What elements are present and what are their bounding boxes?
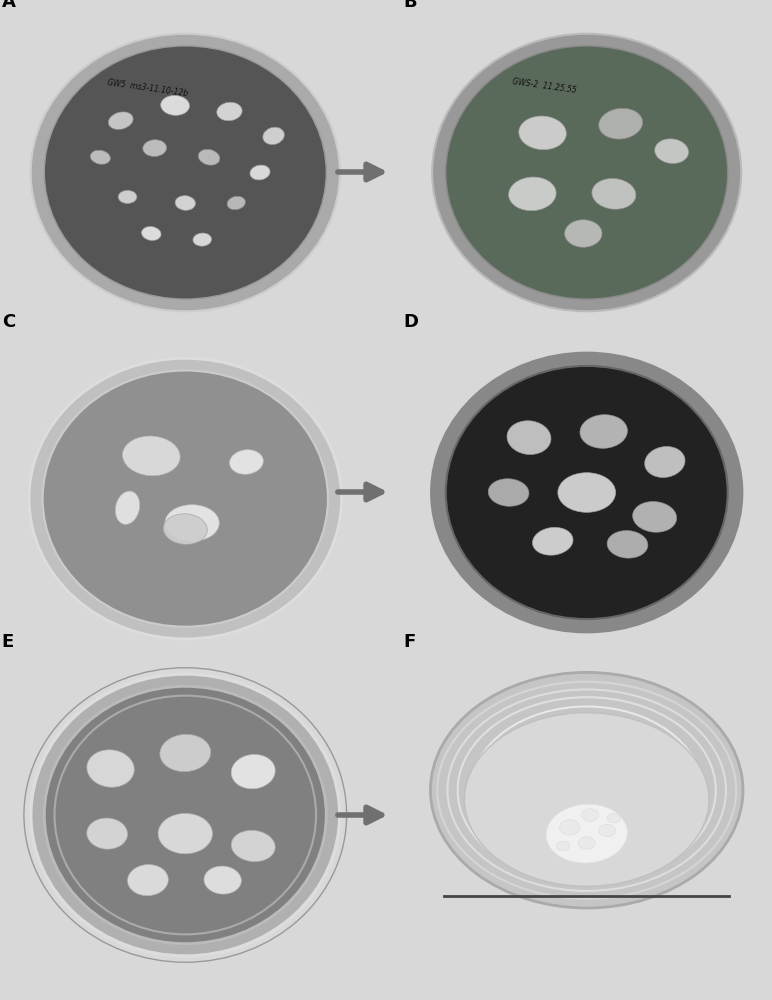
Ellipse shape [607, 531, 648, 558]
Circle shape [44, 686, 327, 944]
Text: F: F [403, 633, 415, 651]
Ellipse shape [115, 491, 140, 524]
Circle shape [29, 358, 341, 639]
Ellipse shape [250, 165, 270, 180]
Text: GW5  ms3-11.10-12b: GW5 ms3-11.10-12b [107, 78, 189, 98]
Ellipse shape [578, 837, 595, 849]
Text: GWS-2  11.25.55: GWS-2 11.25.55 [512, 77, 577, 95]
Circle shape [445, 46, 728, 299]
Ellipse shape [86, 818, 127, 849]
Ellipse shape [217, 102, 242, 121]
Circle shape [31, 674, 340, 956]
Ellipse shape [564, 220, 602, 247]
Text: C: C [2, 313, 15, 331]
Ellipse shape [546, 804, 628, 863]
Text: D: D [403, 313, 418, 331]
Ellipse shape [163, 514, 208, 544]
Ellipse shape [262, 127, 284, 145]
Ellipse shape [598, 824, 615, 837]
Ellipse shape [556, 841, 570, 851]
Ellipse shape [165, 505, 219, 541]
Circle shape [445, 366, 728, 619]
Ellipse shape [607, 813, 621, 823]
Ellipse shape [158, 813, 212, 854]
Ellipse shape [141, 227, 161, 240]
Ellipse shape [232, 754, 275, 789]
Ellipse shape [431, 672, 743, 908]
Ellipse shape [193, 233, 212, 246]
Ellipse shape [118, 190, 137, 203]
Ellipse shape [160, 734, 211, 772]
Ellipse shape [580, 415, 628, 448]
Ellipse shape [633, 502, 676, 532]
Ellipse shape [509, 177, 556, 211]
Circle shape [31, 34, 340, 311]
Ellipse shape [645, 447, 685, 477]
Circle shape [44, 46, 327, 299]
Ellipse shape [87, 750, 134, 787]
Ellipse shape [519, 116, 567, 150]
Ellipse shape [581, 809, 598, 821]
Circle shape [42, 371, 328, 627]
Ellipse shape [558, 473, 615, 512]
Ellipse shape [198, 149, 220, 165]
Ellipse shape [90, 150, 110, 164]
Ellipse shape [655, 139, 689, 163]
Ellipse shape [204, 866, 242, 894]
Ellipse shape [175, 196, 195, 210]
Ellipse shape [227, 196, 245, 210]
Text: A: A [2, 0, 15, 11]
Ellipse shape [533, 527, 573, 555]
Text: B: B [403, 0, 417, 11]
Ellipse shape [123, 436, 180, 476]
Ellipse shape [143, 140, 167, 157]
Ellipse shape [127, 865, 168, 896]
Ellipse shape [465, 713, 709, 886]
Ellipse shape [488, 479, 529, 506]
Text: E: E [2, 633, 14, 651]
Circle shape [432, 34, 741, 311]
Ellipse shape [560, 820, 580, 835]
Circle shape [432, 354, 741, 631]
Ellipse shape [108, 112, 133, 129]
Ellipse shape [507, 421, 551, 454]
Ellipse shape [232, 830, 275, 862]
Ellipse shape [592, 178, 636, 209]
Ellipse shape [161, 95, 189, 115]
Ellipse shape [229, 450, 263, 474]
Ellipse shape [599, 108, 642, 139]
